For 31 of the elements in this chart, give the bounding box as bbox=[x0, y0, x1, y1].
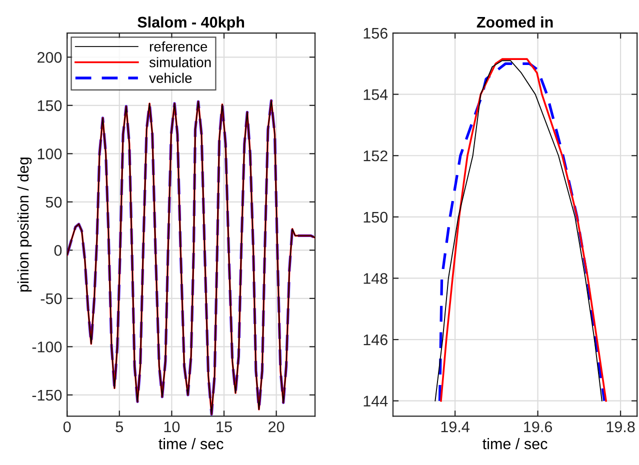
y-axis-title: pinion position / deg bbox=[17, 158, 32, 292]
y-tick-label: -50 bbox=[40, 293, 62, 304]
y-tick-label: 200 bbox=[38, 52, 62, 63]
y-tick-label: 146 bbox=[364, 334, 388, 346]
x-tick-label: 19.4 bbox=[441, 421, 470, 432]
x-tick-label: 10 bbox=[164, 421, 180, 432]
y-tick-label: 100 bbox=[38, 148, 62, 160]
y-tick-label: 150 bbox=[38, 100, 62, 112]
y-tick-label: 144 bbox=[364, 396, 388, 406]
legend-label: vehicle bbox=[149, 72, 192, 83]
y-tick-label: 148 bbox=[364, 273, 388, 284]
chart-title: Slalom - 40kph bbox=[138, 16, 244, 31]
x-tick-label: 5 bbox=[116, 422, 124, 432]
y-tick-label: 150 bbox=[364, 212, 388, 223]
legend-label: simulation bbox=[149, 57, 211, 68]
y-tick-label: 0 bbox=[54, 245, 62, 256]
y-tick-label: -150 bbox=[32, 390, 62, 401]
x-axis-title: time / sec bbox=[482, 438, 548, 450]
x-tick-label: 15 bbox=[216, 422, 232, 432]
x-tick-label: 0 bbox=[63, 421, 71, 432]
x-tick-label: 19.6 bbox=[524, 421, 552, 432]
x-tick-label: 20 bbox=[268, 421, 284, 432]
chart-title: Zoomed in bbox=[476, 16, 553, 28]
x-axis-title: time / sec bbox=[158, 438, 224, 450]
y-tick-label: 156 bbox=[364, 28, 388, 39]
y-tick-label: 152 bbox=[364, 150, 388, 162]
y-tick-label: 154 bbox=[364, 89, 388, 100]
y-tick-label: 50 bbox=[46, 196, 62, 208]
y-tick-label: -100 bbox=[32, 342, 62, 352]
x-tick-label: 19.8 bbox=[606, 421, 635, 432]
legend-label: reference bbox=[150, 41, 208, 52]
